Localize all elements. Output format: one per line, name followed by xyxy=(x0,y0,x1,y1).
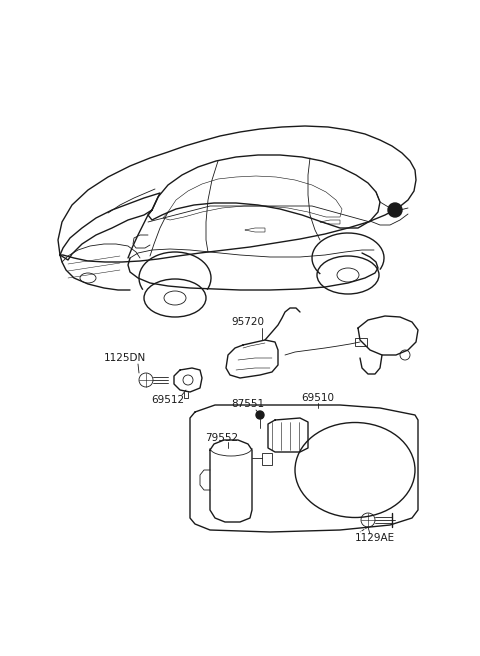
Text: 1125DN: 1125DN xyxy=(104,353,146,363)
Text: 69512: 69512 xyxy=(151,395,185,405)
Bar xyxy=(262,453,272,465)
Circle shape xyxy=(256,411,264,419)
Text: 79552: 79552 xyxy=(205,433,239,443)
Circle shape xyxy=(388,203,402,217)
Text: 69510: 69510 xyxy=(301,393,335,403)
Text: 1129AE: 1129AE xyxy=(355,533,395,543)
Text: 87551: 87551 xyxy=(231,399,264,409)
Bar xyxy=(355,338,367,346)
Text: 95720: 95720 xyxy=(231,317,264,327)
